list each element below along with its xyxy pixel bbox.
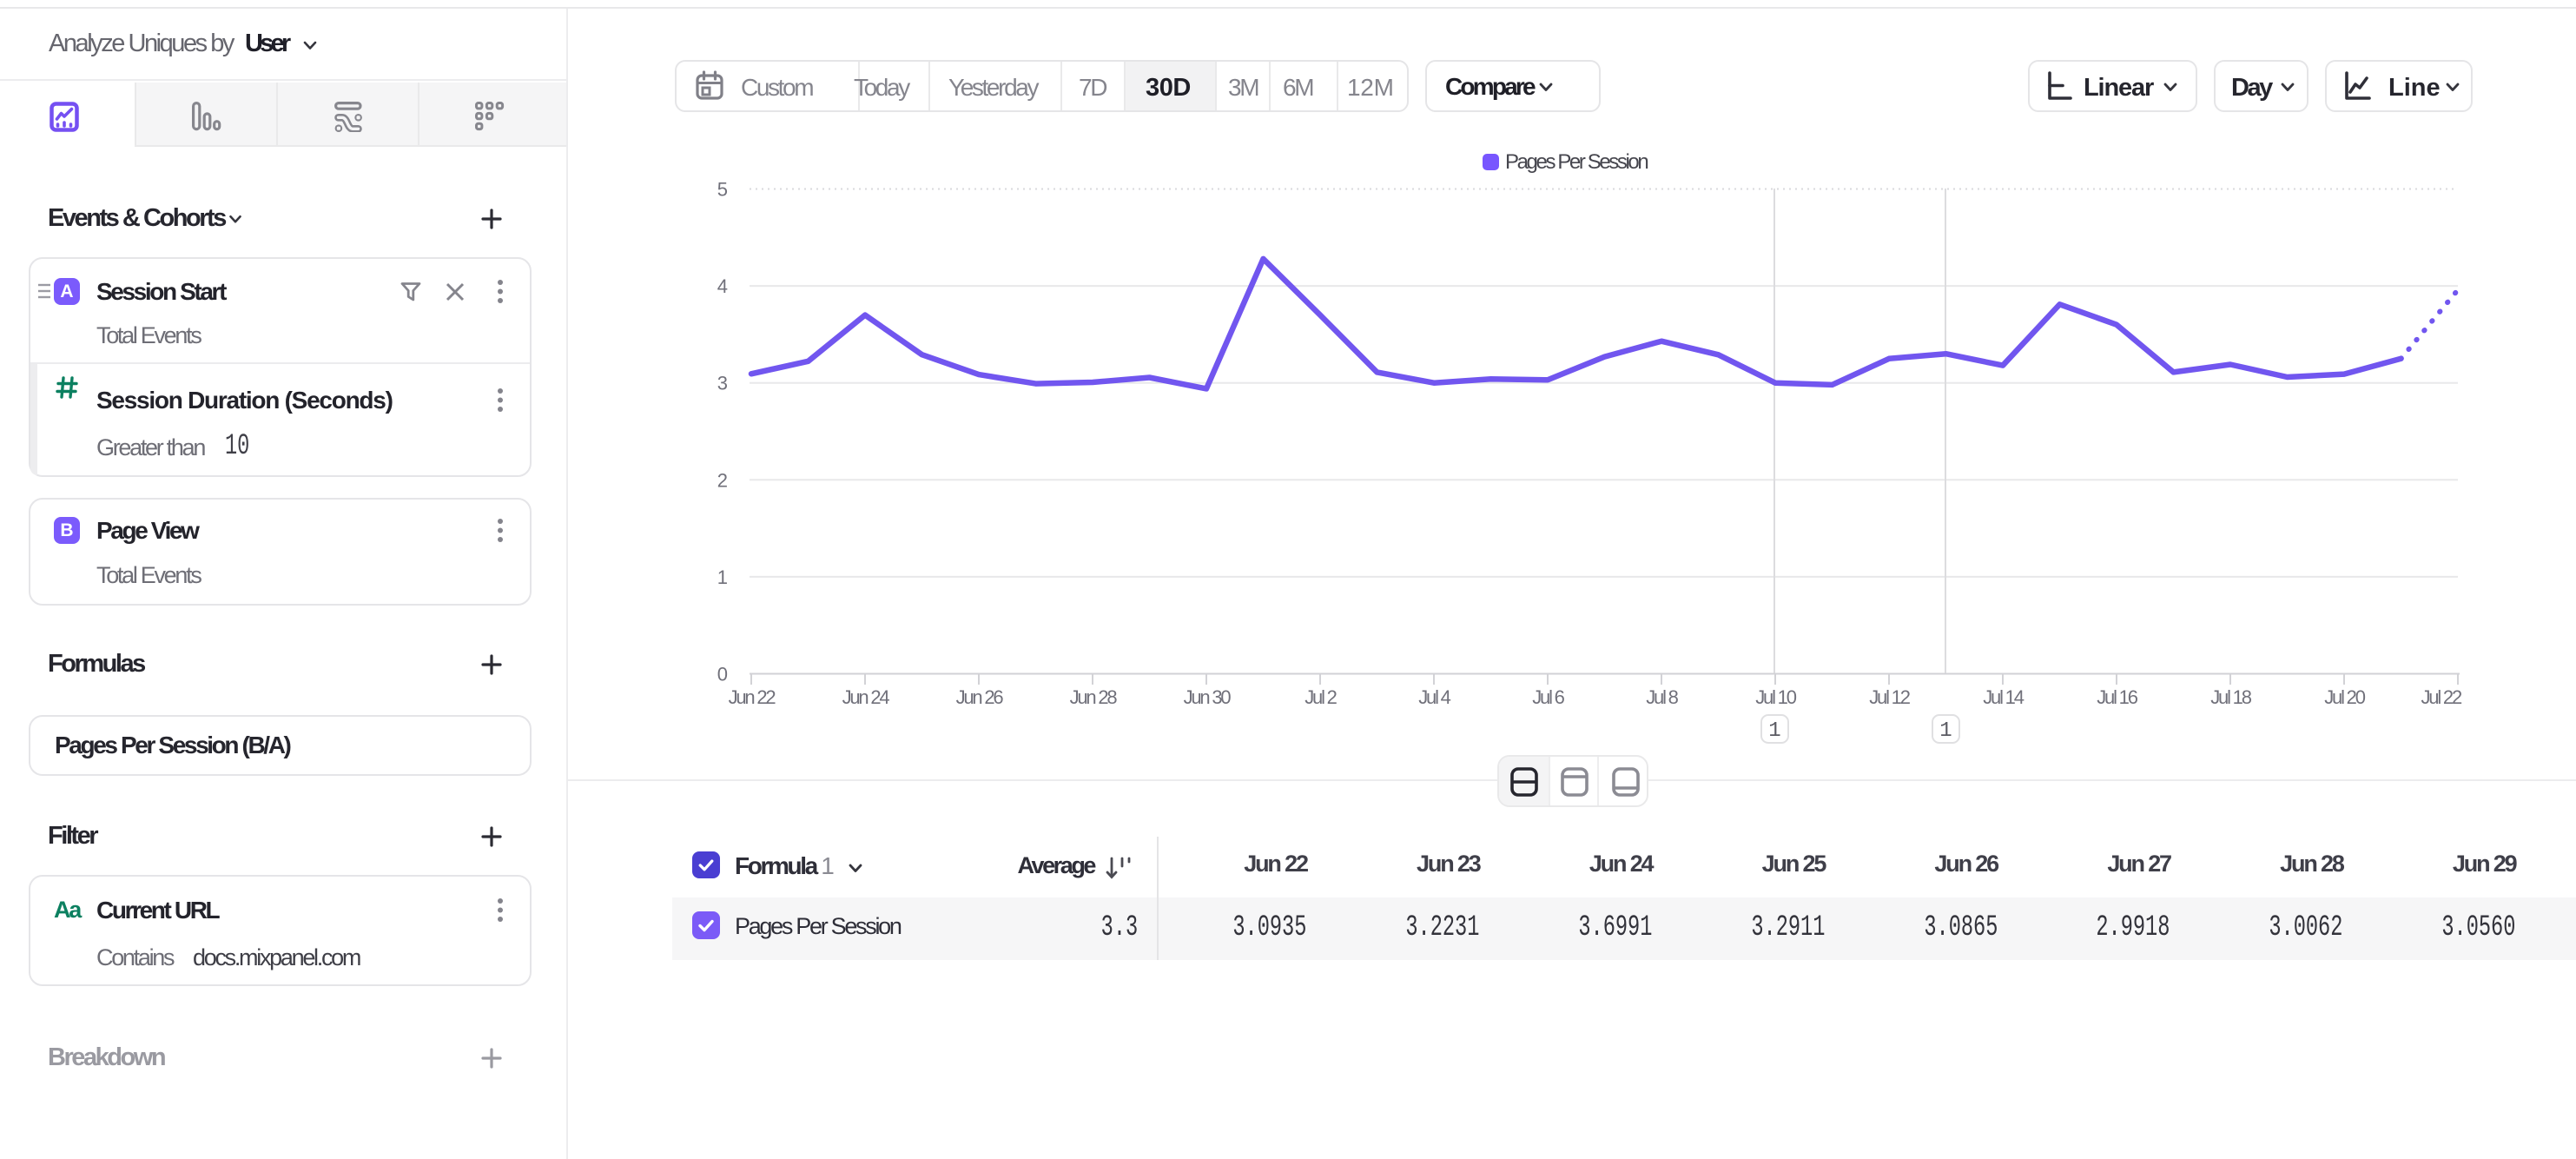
svg-text:Jul 20: Jul 20 [2324, 686, 2365, 708]
svg-text:0: 0 [717, 664, 728, 685]
svg-text:Jul 2: Jul 2 [1305, 686, 1337, 708]
svg-text:Jun 30: Jun 30 [1184, 686, 1232, 708]
svg-text:3: 3 [717, 373, 728, 394]
svg-text:Jul 4: Jul 4 [1418, 686, 1450, 708]
svg-text:4: 4 [717, 275, 728, 297]
svg-text:Jul 6: Jul 6 [1532, 686, 1564, 708]
svg-text:Jul 10: Jul 10 [1755, 686, 1796, 708]
svg-text:Jul 16: Jul 16 [2097, 686, 2137, 708]
svg-text:2: 2 [717, 469, 728, 491]
svg-text:1: 1 [1939, 719, 1952, 743]
svg-text:Jun 26: Jun 26 [956, 686, 1004, 708]
svg-text:Jul 14: Jul 14 [1983, 686, 2024, 708]
svg-text:Jun 28: Jun 28 [1070, 686, 1118, 708]
svg-text:1: 1 [1768, 719, 1780, 743]
svg-text:5: 5 [717, 179, 728, 201]
svg-text:Jun 22: Jun 22 [729, 686, 776, 708]
svg-text:Jul 12: Jul 12 [1869, 686, 1910, 708]
svg-text:1: 1 [717, 566, 728, 588]
svg-text:Jul 8: Jul 8 [1646, 686, 1678, 708]
svg-text:Pages Per Session: Pages Per Session [1505, 150, 1648, 174]
svg-text:Jul 22: Jul 22 [2421, 686, 2461, 708]
svg-text:Jun 24: Jun 24 [842, 686, 890, 708]
svg-text:Jul 18: Jul 18 [2210, 686, 2251, 708]
